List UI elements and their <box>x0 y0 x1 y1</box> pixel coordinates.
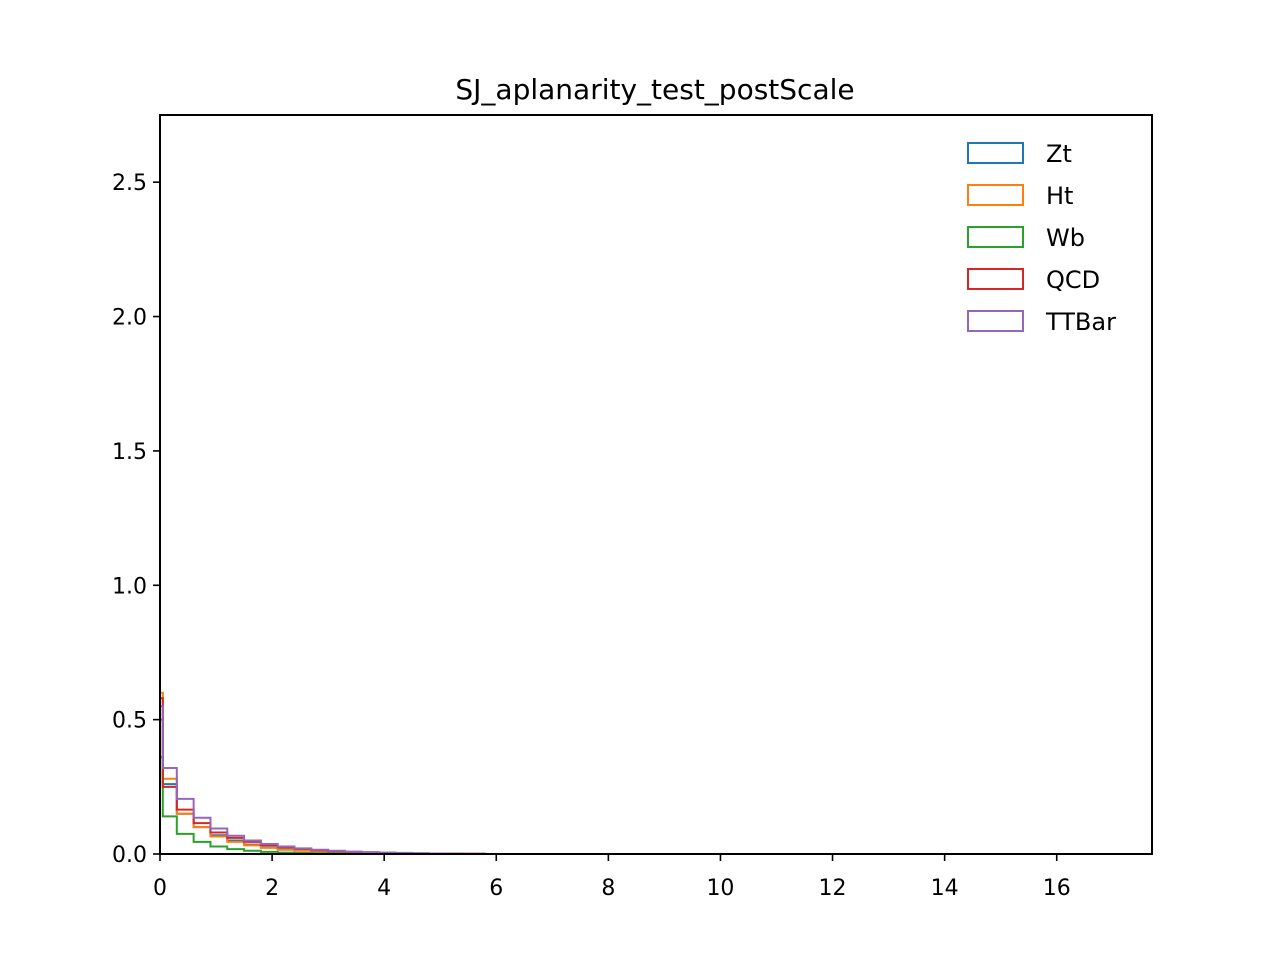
series-wb-histogram <box>159 756 487 855</box>
y-tick-label: 2.5 <box>112 171 147 196</box>
y-tick-label: 0.0 <box>112 843 147 868</box>
y-tick-label: 1.5 <box>112 440 147 465</box>
series-ttbar-histogram <box>159 705 487 855</box>
series-qcd-histogram <box>159 697 487 855</box>
legend: Zt Ht Wb QCD TTBar <box>967 140 1116 336</box>
x-tick-label: 12 <box>819 876 847 901</box>
legend-swatch-ht <box>967 184 1024 206</box>
x-tick-label: 2 <box>265 876 279 901</box>
legend-label-ttbar: TTBar <box>1045 308 1116 336</box>
axes-frame <box>159 114 1153 855</box>
series-zt-histogram <box>159 718 487 855</box>
x-tick-label: 6 <box>489 876 503 901</box>
x-tick-label: 16 <box>1043 876 1071 901</box>
legend-label-qcd: QCD <box>1046 266 1100 294</box>
x-tick-label: 8 <box>601 876 615 901</box>
legend-label-zt: Zt <box>1046 140 1072 168</box>
legend-swatch-qcd <box>967 268 1024 290</box>
legend-swatch-ttbar <box>967 310 1024 332</box>
y-axis: 0.0 0.5 1.0 1.5 2.0 2.5 <box>112 171 160 868</box>
series-layer <box>159 691 487 855</box>
legend-swatch-zt <box>967 142 1024 164</box>
x-tick-label: 0 <box>153 876 167 901</box>
legend-label-wb: Wb <box>1046 224 1085 252</box>
legend-label-ht: Ht <box>1046 182 1073 210</box>
x-axis: 0 2 4 6 8 10 12 14 16 <box>153 854 1071 901</box>
x-tick-label: 14 <box>931 876 959 901</box>
y-tick-label: 1.0 <box>112 574 147 599</box>
x-tick-label: 4 <box>377 876 391 901</box>
legend-swatch-wb <box>967 226 1024 248</box>
chart-title: SJ_aplanarity_test_postScale <box>455 73 854 106</box>
y-tick-label: 2.0 <box>112 306 147 331</box>
x-tick-label: 10 <box>706 876 734 901</box>
series-ht-histogram <box>159 691 487 855</box>
y-tick-label: 0.5 <box>112 709 147 734</box>
